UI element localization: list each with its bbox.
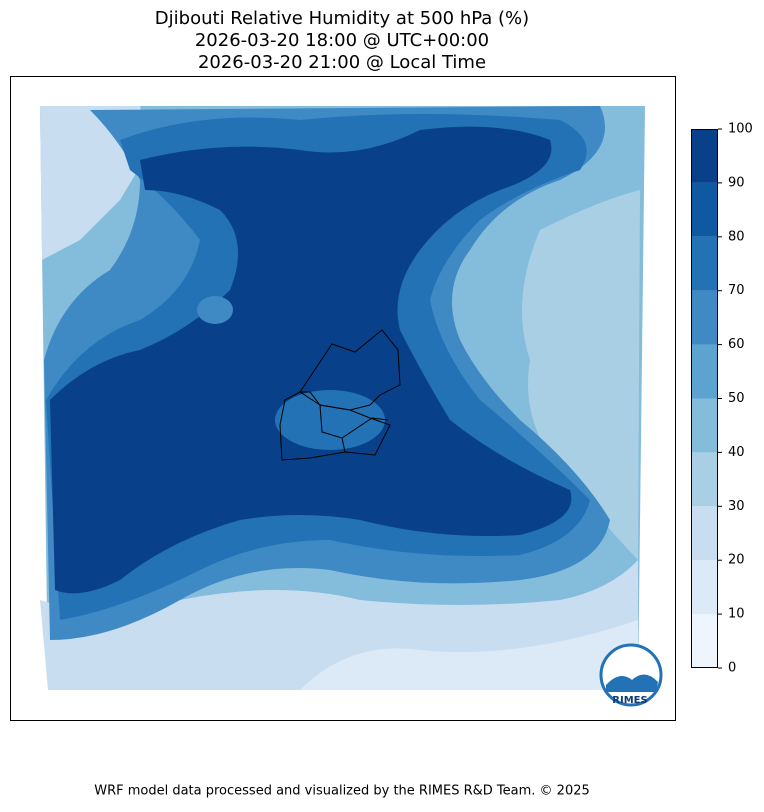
colorbar-segment [691, 452, 718, 507]
colorbar-segment [691, 290, 718, 345]
colorbar-tick-label: 80 [728, 229, 745, 244]
colorbar-segment [691, 344, 718, 399]
colorbar-outline [691, 129, 718, 668]
title-line: Djibouti Relative Humidity at 500 hPa (%… [155, 8, 529, 29]
colorbar-segment [691, 236, 718, 291]
colorbar-tick-label: 10 [728, 607, 745, 622]
colorbar-segment [691, 614, 718, 668]
colorbar-tick-label: 30 [728, 499, 745, 514]
colorbar-segment [691, 129, 718, 183]
colorbar-tick-label: 100 [728, 122, 753, 137]
colorbar-tick-label: 70 [728, 283, 745, 298]
colorbar-segment [691, 560, 718, 615]
logo: RIMES [599, 643, 663, 707]
colorbar-tick-label: 0 [728, 661, 736, 676]
colorbar-segment [691, 506, 718, 561]
map-field [40, 106, 645, 690]
colorbar-tick-label: 60 [728, 337, 745, 352]
title-line: 2026-03-20 21:00 @ Local Time [198, 52, 486, 73]
logo-text: RIMES [612, 695, 647, 706]
country-border [279, 329, 401, 461]
colorbar-segment [691, 398, 718, 453]
title-line: 2026-03-20 18:00 @ UTC+00:00 [195, 30, 489, 51]
colorbar-tick-label: 90 [728, 175, 745, 190]
footer: WRF model data processed and visualized … [94, 784, 590, 799]
colorbar: 0 10 20 30 40 50 60 70 80 90 100 [691, 122, 753, 676]
colorbar-segment [691, 182, 718, 237]
colorbar-tick-label: 50 [728, 391, 745, 406]
colorbar-tick-label: 20 [728, 553, 745, 568]
colorbar-tick-label: 40 [728, 445, 745, 460]
